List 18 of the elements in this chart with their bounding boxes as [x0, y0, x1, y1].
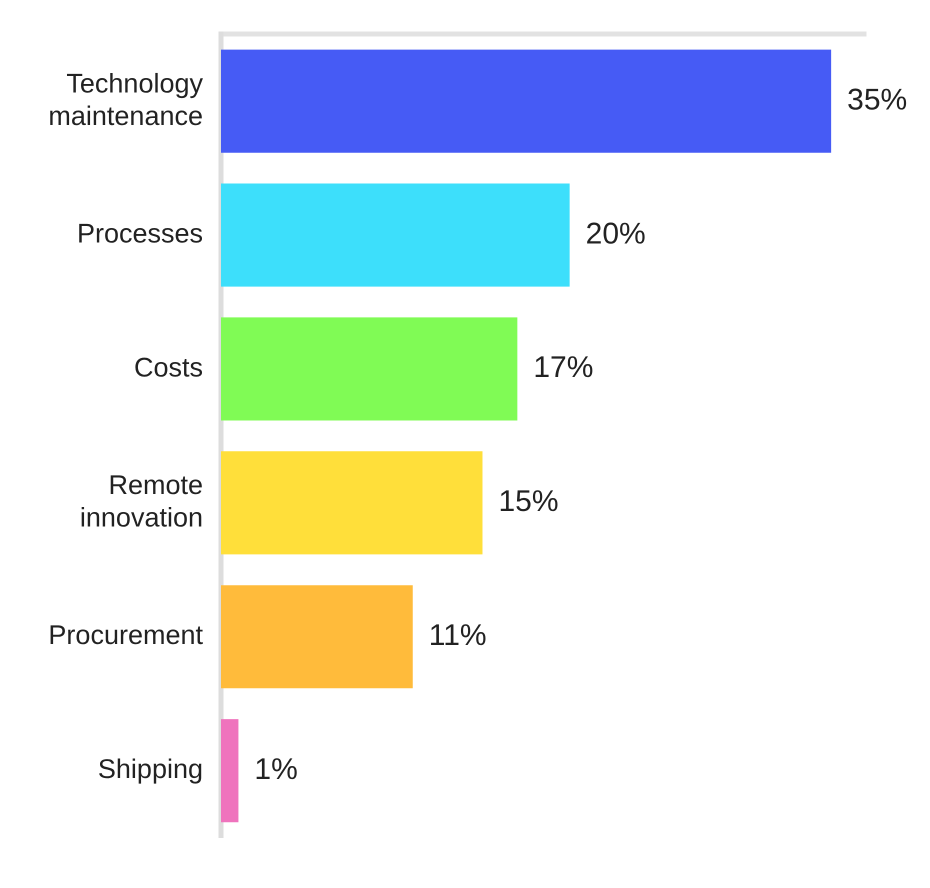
bar — [221, 317, 518, 420]
data-label: 17% — [533, 351, 594, 384]
y-tick-label: Costs — [134, 352, 203, 382]
data-label: 20% — [586, 217, 646, 250]
y-tick-label: Technology maintenance — [48, 68, 204, 131]
bar — [221, 184, 570, 287]
y-tick-label: Processes — [76, 218, 203, 249]
bar — [221, 451, 482, 554]
data-label: 35% — [847, 83, 908, 116]
data-label: 1% — [254, 752, 298, 786]
y-tick-label: Shipping — [98, 754, 203, 784]
y-tick-label: Remote innovation — [80, 470, 203, 533]
bar — [221, 719, 238, 822]
data-label: 11% — [428, 619, 487, 652]
bar — [221, 50, 832, 153]
data-label: 15% — [498, 485, 559, 518]
y-tick-label: Procurement — [48, 620, 204, 650]
bar — [221, 585, 413, 688]
